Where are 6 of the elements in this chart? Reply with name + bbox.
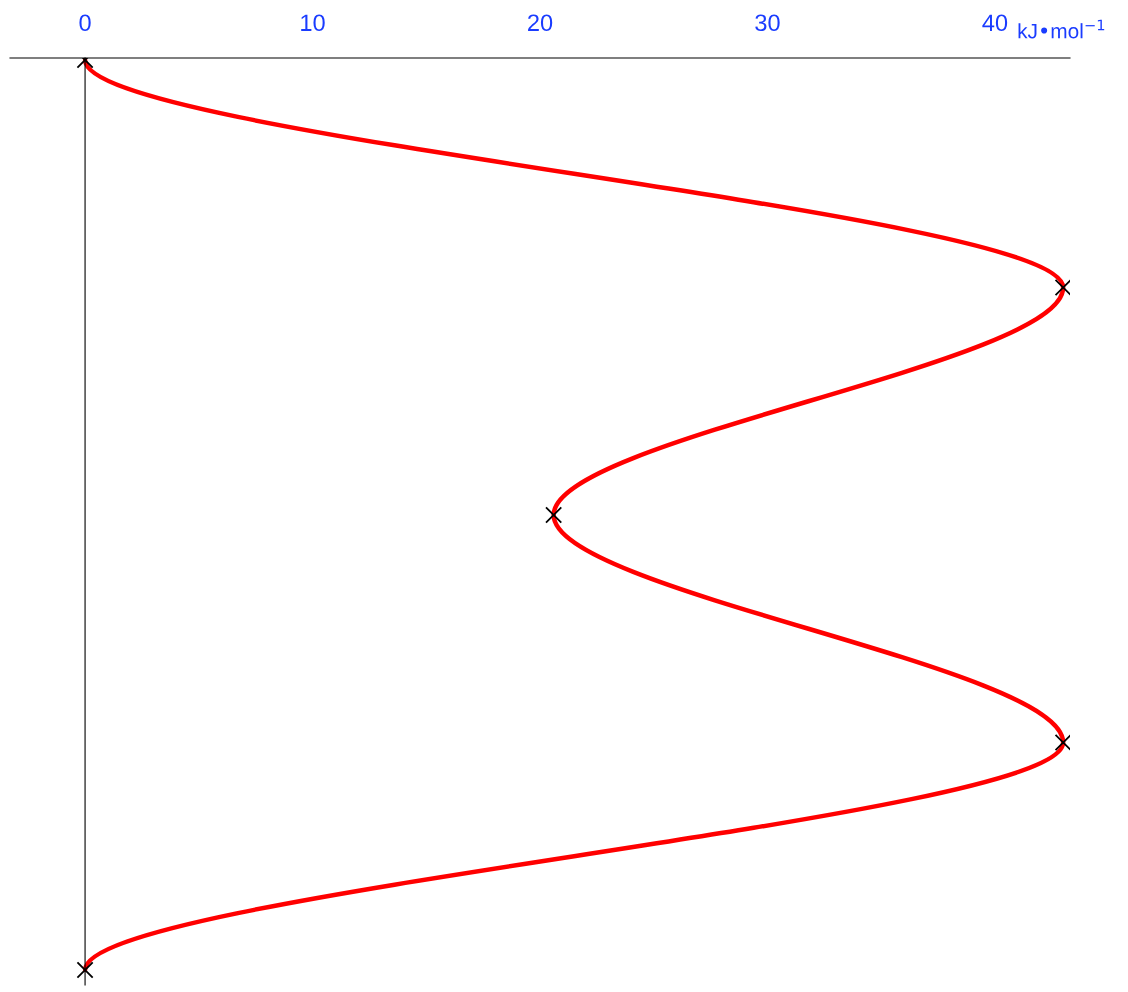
- x-tick-label: 20: [528, 14, 553, 32]
- x-tick-label: 30: [755, 14, 780, 32]
- x-tick-label: 40: [982, 14, 1008, 32]
- x-axis-title: kJ•mol$^{−1}$: [1018, 19, 1105, 39]
- x-tick-label: 10: [301, 14, 325, 32]
- x-tick-label: 0: [79, 14, 91, 32]
